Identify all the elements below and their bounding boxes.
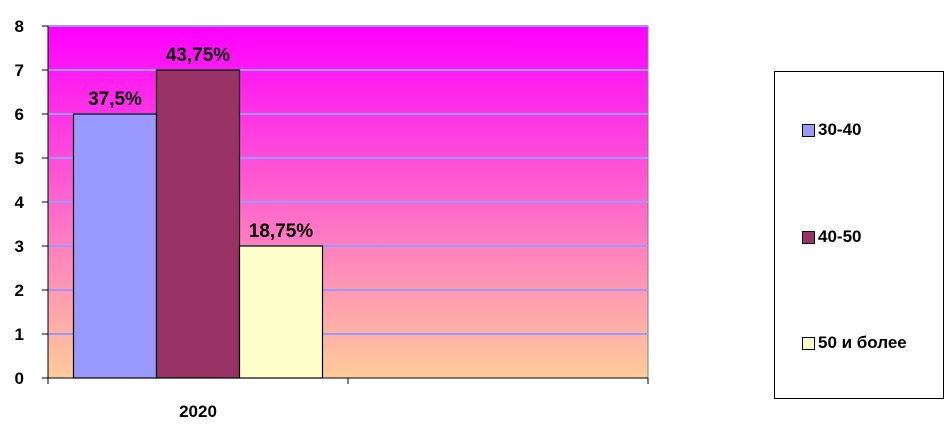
legend-item-30-40: 30-40 xyxy=(802,120,861,140)
legend-label: 30-40 xyxy=(818,120,862,139)
legend-label: 50 и более xyxy=(818,333,907,352)
legend-label: 40-50 xyxy=(818,227,862,246)
y-tick-label: 2 xyxy=(15,281,24,300)
y-tick-label: 4 xyxy=(15,193,25,212)
bar-50 и более xyxy=(238,245,324,379)
bar-40-50 xyxy=(155,69,241,379)
y-tick-label: 1 xyxy=(15,325,24,344)
data-label: 43,75% xyxy=(166,45,231,66)
x-tick-label: 2020 xyxy=(179,402,217,421)
legend-swatch-30-40 xyxy=(802,123,815,137)
y-tick-label: 6 xyxy=(15,105,24,124)
y-tick-label: 0 xyxy=(15,369,24,388)
data-label: 37,5% xyxy=(88,89,142,110)
legend-swatch-50-plus xyxy=(802,336,815,350)
y-tick-label: 3 xyxy=(15,237,24,256)
data-label: 18,75% xyxy=(249,221,314,242)
legend-item-40-50: 40-50 xyxy=(802,227,861,247)
y-tick-label: 8 xyxy=(15,17,24,36)
y-tick-label: 5 xyxy=(15,149,24,168)
legend: 30-40 40-50 50 и более xyxy=(774,71,944,399)
legend-item-50-plus: 50 и более xyxy=(802,333,907,353)
bar-30-40 xyxy=(72,113,158,379)
legend-swatch-40-50 xyxy=(802,230,815,244)
y-tick-label: 7 xyxy=(15,61,24,80)
